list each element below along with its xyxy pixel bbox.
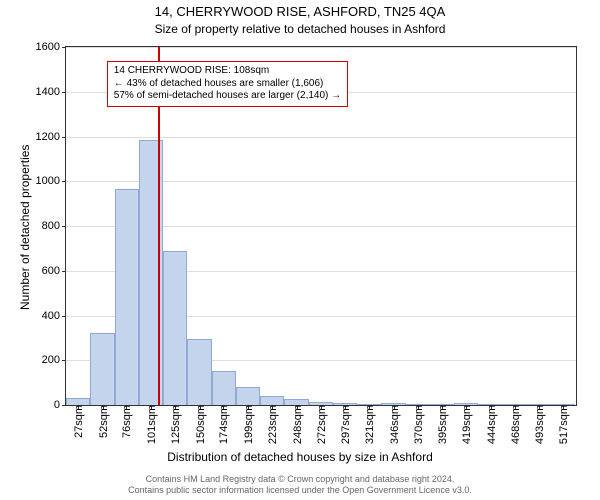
histogram-bar	[212, 371, 236, 405]
y-tick-label: 1400	[36, 86, 66, 98]
y-tick-label: 0	[54, 399, 66, 411]
y-tick-label: 400	[42, 310, 66, 322]
footer-line-1: Contains HM Land Registry data © Crown c…	[0, 474, 600, 485]
x-tick-label: 27sqm	[71, 405, 85, 438]
y-tick-label: 200	[42, 354, 66, 366]
histogram-bar	[187, 339, 211, 405]
x-tick-label: 101sqm	[144, 405, 158, 444]
x-tick-label: 517sqm	[556, 405, 570, 444]
x-tick-label: 125sqm	[168, 405, 182, 444]
grid-line	[66, 47, 576, 48]
x-tick-label: 493sqm	[532, 405, 546, 444]
x-tick-label: 174sqm	[216, 405, 230, 444]
chart-container: 14, CHERRYWOOD RISE, ASHFORD, TN25 4QA S…	[0, 0, 600, 500]
x-tick-label: 370sqm	[411, 405, 425, 444]
x-tick-label: 444sqm	[484, 405, 498, 444]
x-tick-label: 272sqm	[314, 405, 328, 444]
grid-line	[66, 137, 576, 138]
x-tick-label: 76sqm	[119, 405, 133, 438]
subtitle: Size of property relative to detached ho…	[0, 22, 600, 36]
y-tick-label: 600	[42, 265, 66, 277]
annotation-line: 14 CHERRYWOOD RISE: 108sqm	[114, 65, 341, 78]
x-tick-label: 150sqm	[193, 405, 207, 444]
annotation-line: ← 43% of detached houses are smaller (1,…	[114, 78, 341, 91]
annotation-line: 57% of semi-detached houses are larger (…	[114, 90, 341, 103]
main-title: 14, CHERRYWOOD RISE, ASHFORD, TN25 4QA	[0, 4, 600, 19]
x-tick-label: 52sqm	[96, 405, 110, 438]
x-tick-label: 468sqm	[508, 405, 522, 444]
annotation-box: 14 CHERRYWOOD RISE: 108sqm← 43% of detac…	[107, 61, 348, 107]
footer-line-2: Contains public sector information licen…	[0, 485, 600, 496]
y-tick-label: 1000	[36, 175, 66, 187]
x-tick-label: 346sqm	[387, 405, 401, 444]
histogram-bar	[90, 333, 114, 405]
x-tick-label: 395sqm	[435, 405, 449, 444]
histogram-bar	[236, 387, 260, 405]
histogram-bar	[260, 396, 284, 405]
x-axis-title: Distribution of detached houses by size …	[0, 450, 600, 464]
x-tick-label: 419sqm	[459, 405, 473, 444]
x-tick-label: 248sqm	[290, 405, 304, 444]
histogram-bar	[163, 251, 187, 405]
y-tick-label: 800	[42, 220, 66, 232]
x-tick-label: 297sqm	[338, 405, 352, 444]
y-tick-label: 1600	[36, 41, 66, 53]
plot-area: 0200400600800100012001400160027sqm52sqm7…	[65, 46, 577, 406]
y-tick-label: 1200	[36, 131, 66, 143]
x-tick-label: 223sqm	[265, 405, 279, 444]
histogram-bar	[115, 189, 139, 405]
x-tick-label: 199sqm	[241, 405, 255, 444]
x-tick-label: 321sqm	[362, 405, 376, 444]
footer: Contains HM Land Registry data © Crown c…	[0, 474, 600, 497]
histogram-bar	[66, 398, 90, 405]
y-axis-title: Number of detached properties	[18, 145, 32, 310]
